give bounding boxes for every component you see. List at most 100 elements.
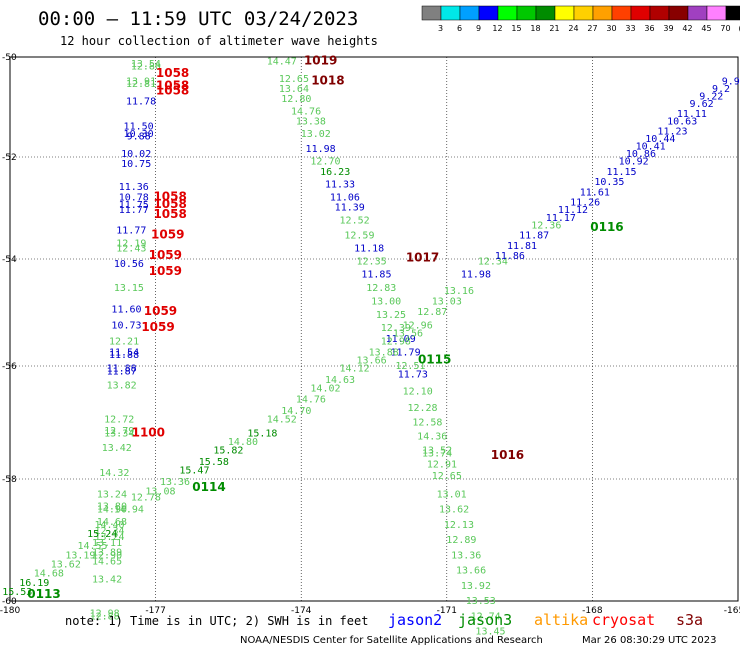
colorbar-label: 15 <box>511 24 521 33</box>
wave-height-value: 12.58 <box>412 417 442 428</box>
colorbar-label: 9 <box>476 24 481 33</box>
pass-time-label: 1018 <box>311 74 344 88</box>
colorbar-swatch <box>440 5 461 21</box>
wave-height-value: 15.58 <box>199 457 229 468</box>
wave-height-value: 11.87 <box>519 231 549 242</box>
wave-height-value: 14.47 <box>267 57 297 68</box>
wave-height-value: 11.33 <box>325 180 355 191</box>
wave-height-value: 11.60 <box>111 305 141 316</box>
wave-height-value: 13.19 <box>65 550 95 561</box>
satellite-pass-labels: 1058105810581058105810581059105910591059… <box>27 54 623 601</box>
colorbar-swatch <box>554 5 575 21</box>
wave-height-value: 14.36 <box>417 431 447 442</box>
wave-height-value: 13.80 <box>97 502 127 513</box>
colorbar-label: 6 <box>457 24 462 33</box>
pass-time-label: 1058 <box>156 79 189 93</box>
wave-height-value: 14.12 <box>340 364 370 375</box>
pass-time-label: 1058 <box>156 66 189 80</box>
wave-height-value: 12.88 <box>90 611 120 622</box>
wave-height-value: 11.54 <box>109 347 139 358</box>
colorbar-swatch <box>687 5 708 21</box>
wave-height-value: 11.98 <box>306 144 336 155</box>
wave-height-value: 15.24 <box>87 529 117 540</box>
wave-height-value: 11.36 <box>119 182 149 193</box>
wave-height-value: 13.62 <box>439 505 469 516</box>
colorbar-swatch <box>592 5 613 21</box>
wave-height-value: 13.24 <box>94 532 124 543</box>
wave-height-value: 9.2 <box>712 84 730 95</box>
wave-height-value: 12.51 <box>395 361 425 372</box>
wave-height-value: 13.38 <box>296 117 326 128</box>
wave-height-value: 11.17 <box>546 213 576 224</box>
latitude-tick-label: -52 <box>2 153 17 163</box>
wave-height-value: 14.90 <box>97 505 127 516</box>
colorbar-label: 70 <box>720 24 730 33</box>
wave-height-value: 9.62 <box>690 99 714 110</box>
longitude-tick-label: -165 <box>724 606 740 616</box>
colorbar-label: 21 <box>549 24 559 33</box>
wave-height-value: 11.11 <box>677 109 707 120</box>
wave-height-value: 12.59 <box>344 231 374 242</box>
wave-height-value: 14.68 <box>97 517 127 528</box>
colorbar-swatch <box>516 5 537 21</box>
wave-height-value: 13.88 <box>369 347 399 358</box>
wave-height-value: 13.92 <box>461 581 491 592</box>
pass-time-label: 1100 <box>132 426 165 440</box>
wave-height-value: 12.83 <box>366 283 396 294</box>
legend-item-s3a: s3a <box>676 611 703 629</box>
latitude-tick-label: -54 <box>2 255 17 265</box>
wave-height-value: 13.82 <box>107 381 137 392</box>
colorbar-label: 12 <box>492 24 502 33</box>
wave-height-value: 12.39 <box>381 323 411 334</box>
pass-time-label: 0114 <box>192 480 225 494</box>
wave-height-value: 11.87 <box>107 366 137 377</box>
wave-height-value: 13.42 <box>92 575 122 586</box>
colorbar-swatch <box>630 5 651 21</box>
wave-height-value: 12.98 <box>90 608 120 619</box>
pass-time-label: 1059 <box>141 320 174 334</box>
wave-height-value: 14.80 <box>228 437 258 448</box>
legend-item-altika: altika <box>534 611 588 629</box>
colorbar-swatch <box>421 5 442 21</box>
pass-time-label: 1059 <box>149 264 182 278</box>
wave-height-observations: 13.5412.8013.9112.8111.7811.5010.309.881… <box>2 57 740 638</box>
wave-height-value: 12.74 <box>471 611 501 622</box>
wave-height-value: 10.30 <box>124 129 154 140</box>
wave-height-value: 10.73 <box>111 321 141 332</box>
latitude-tick-label: -58 <box>2 475 17 485</box>
wave-height-value: 13.42 <box>102 443 132 454</box>
wave-height-value: 12.89 <box>446 535 476 546</box>
wave-height-value: 14.02 <box>310 383 340 394</box>
wave-height-value: 12.98 <box>381 337 411 348</box>
wave-height-value: 12.79 <box>104 426 134 437</box>
latitude-tick-label: -60 <box>2 597 17 607</box>
wave-height-value: 11.77 <box>116 226 146 237</box>
wave-height-value: 14.65 <box>92 556 122 567</box>
wave-height-value: 13.02 <box>301 129 331 140</box>
wave-height-value: 13.64 <box>279 84 309 95</box>
wave-height-value: 15.18 <box>247 429 277 440</box>
wave-height-value: 12.87 <box>417 307 447 318</box>
wave-height-value: 12.34 <box>94 526 124 537</box>
wave-height-value: 11.50 <box>124 122 154 133</box>
wave-height-value: 13.34 <box>104 429 134 440</box>
pass-time-label: 1058 <box>153 207 186 221</box>
pass-time-label: 1019 <box>304 54 337 68</box>
wave-height-value: 11.79 <box>390 347 420 358</box>
wave-height-value: 9.88 <box>127 132 151 143</box>
legend-item-cryosat: cryosat <box>592 611 655 629</box>
wave-height-value: 14.76 <box>291 107 321 118</box>
wave-height-value: 11.77 <box>119 205 149 216</box>
colorbar-label: 33 <box>625 24 635 33</box>
longitude-tick-label: -174 <box>291 606 312 616</box>
wave-height-value: 11.73 <box>398 369 428 380</box>
wave-height-value: 13.91 <box>126 77 156 88</box>
longitude-tick-label: -168 <box>582 606 603 616</box>
wave-height-value: 13.00 <box>371 296 401 307</box>
wave-height-value: 12.13 <box>444 520 474 531</box>
wave-height-value: 13.03 <box>432 296 462 307</box>
wave-height-value: 10.78 <box>119 192 149 203</box>
credit-text: NOAA/NESDIS Center for Satellite Applica… <box>240 635 543 646</box>
wave-height-value: 11.75 <box>119 200 149 211</box>
